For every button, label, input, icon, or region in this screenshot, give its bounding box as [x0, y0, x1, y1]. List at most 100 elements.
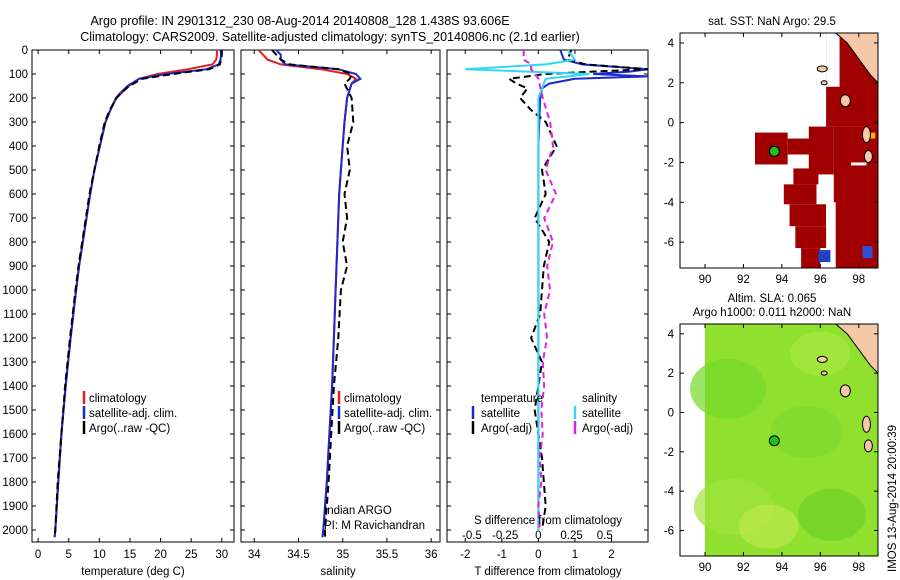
series-line-temperature-argo-adj-: [506, 49, 649, 531]
x-tick-label: 35.5: [376, 549, 398, 561]
x-tick-label: 10: [93, 549, 106, 561]
y-tick-label: 1000: [2, 285, 28, 297]
y-tick-label: 0: [668, 407, 674, 419]
x-tick-label: 92: [737, 274, 750, 286]
y-tick-label: 2: [668, 78, 674, 90]
x-tick-label: 0: [535, 549, 541, 561]
sst-cell: [787, 138, 815, 155]
island: [839, 94, 851, 108]
island: [861, 126, 871, 144]
island: [820, 80, 828, 86]
y-tick-label: 2000: [2, 525, 28, 537]
x-tick-label: 5: [66, 549, 72, 561]
sst-cell: [801, 248, 821, 268]
s-tick-label: 0.25: [560, 530, 582, 542]
legend-label-satellite: satellite-adj. clim.: [89, 408, 177, 420]
legend-label-temp-argo: Argo(-adj): [481, 423, 532, 435]
x-tick-label: 35: [336, 549, 349, 561]
sla-map-title-line2: Argo h1000: 0.011 h2000: NaN: [693, 307, 851, 319]
y-tick-label: 4: [668, 38, 675, 50]
x-tick-label: 20: [154, 549, 167, 561]
y-tick-label: 0: [22, 45, 28, 57]
x-tick-label: 15: [124, 549, 137, 561]
y-tick-label: 600: [9, 189, 28, 201]
island: [816, 355, 828, 363]
y-tick-label: 500: [9, 165, 28, 177]
y-tick-label: 1400: [2, 381, 28, 393]
sst-cell: [793, 168, 819, 185]
x-tick-label: 98: [852, 562, 865, 574]
sst-warm-cell: [870, 132, 876, 139]
temperature-legend: climatology satellite-adj. clim. Argo(..…: [82, 391, 177, 435]
difference-xlabel: T difference from climatology: [474, 566, 621, 578]
x-tick-label: 94: [775, 562, 788, 574]
series-line-satellite-adj-clim-: [275, 49, 363, 538]
s-tick-label: -0.5: [462, 530, 482, 542]
x-tick-label: 34: [248, 549, 261, 561]
difference-legend: temperature satellite Argo(-adj) salinit…: [471, 393, 633, 435]
y-tick-label: 300: [9, 117, 28, 129]
plot-frame: [240, 49, 441, 543]
legend-label-temp-satellite: satellite: [481, 408, 520, 420]
s-tick-label: 0: [535, 530, 541, 542]
plot-frame: [446, 49, 649, 543]
island: [816, 65, 828, 73]
sst-cell: [789, 204, 827, 227]
legend-title-salinity: salinity: [582, 393, 617, 405]
y-tick-label: 700: [9, 213, 28, 225]
y-tick-label: -4: [664, 197, 675, 209]
salinity-annotation-line2: PI: M Ravichandran: [324, 520, 425, 532]
series-line-salinity-argo-adj-: [522, 50, 557, 531]
legend-title-temperature: temperature: [481, 393, 543, 405]
legend-label-satellite: satellite-adj. clim.: [344, 408, 432, 420]
x-tick-label: 92: [737, 562, 750, 574]
sst-cold-cell: [862, 246, 873, 259]
series-line-argo-raw-qc-: [271, 49, 355, 538]
island: [820, 370, 828, 376]
legend-label-argo: Argo(..raw -QC): [344, 423, 425, 435]
plot-frame: [31, 49, 235, 543]
x-tick-label: 1: [572, 549, 578, 561]
sla-anomaly: [738, 504, 799, 549]
sla-anomaly: [690, 358, 767, 419]
sst-gap: [851, 162, 867, 166]
sla-map-title-line1: Altim. SLA: 0.065: [728, 293, 817, 305]
sla-anomaly: [770, 406, 843, 459]
sst-cold-cell: [818, 250, 831, 263]
y-tick-label: 1800: [2, 477, 28, 489]
sst-gap: [826, 202, 836, 268]
x-tick-label: 25: [185, 549, 198, 561]
argo-position-marker: [768, 145, 780, 157]
salinity-xlabel: salinity: [320, 566, 355, 578]
x-tick-label: 94: [775, 274, 788, 286]
y-tick-label: 2: [668, 368, 674, 380]
y-tick-label: -2: [664, 447, 674, 459]
island: [839, 384, 851, 398]
legend-label-sal-argo: Argo(-adj): [582, 423, 633, 435]
y-tick-label: 1300: [2, 357, 28, 369]
sst-gap: [826, 33, 840, 87]
y-tick-label: 100: [9, 69, 28, 81]
y-tick-label: 0: [668, 118, 674, 130]
y-tick-label: 1600: [2, 429, 28, 441]
difference-top-xlabel: S difference from climatology: [474, 515, 622, 527]
argo-position-marker: [768, 435, 780, 447]
y-tick-label: 1500: [2, 405, 28, 417]
y-tick-label: 4: [668, 329, 675, 341]
x-tick-label: 96: [814, 274, 827, 286]
y-tick-label: 1100: [3, 309, 28, 321]
y-tick-label: 200: [9, 93, 28, 105]
imos-timestamp: IMOS 13-Aug-2014 20:00:39: [887, 425, 899, 572]
island: [861, 415, 871, 433]
y-tick-label: 800: [9, 237, 28, 249]
series-line-argo-raw-qc-: [53, 50, 223, 538]
series-line-salinity-satellite: [465, 49, 590, 530]
x-tick-label: 30: [215, 549, 228, 561]
legend-label-climatology: climatology: [89, 393, 147, 405]
y-tick-label: -6: [664, 525, 674, 537]
s-tick-label: -0.25: [492, 530, 518, 542]
salinity-legend: climatology satellite-adj. clim. Argo(..…: [337, 391, 432, 435]
temperature-profile-panel: 0 5 10 15 20 25 300100200300400500600700800900…: [2, 45, 235, 561]
sla-map-panel: 90 92 94 96 98 4 2 0 -2 -4 -6: [664, 323, 879, 574]
sst-cell: [833, 126, 878, 269]
